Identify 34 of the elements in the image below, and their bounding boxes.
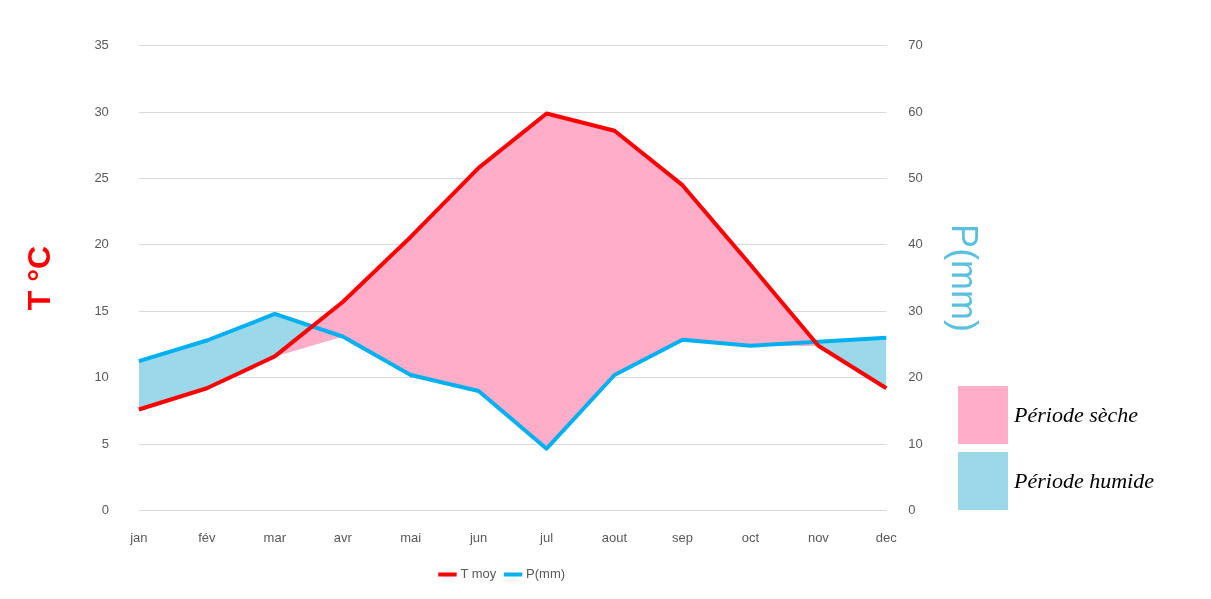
x-tick-label: dec — [875, 529, 898, 545]
x-tick-label: oct — [741, 529, 760, 545]
x-tick-label: mar — [263, 529, 287, 545]
y-tick-label: 0 — [101, 501, 109, 517]
text: Période humide — [1014, 468, 1154, 494]
x-tick-label: mai — [400, 529, 422, 545]
y-tick-label: 10 — [94, 369, 109, 385]
text: Période sèche — [1014, 402, 1138, 428]
x-tick-label: avr — [333, 529, 353, 545]
y-tick-label: 20 — [94, 236, 109, 252]
y-axis-title: T °C — [21, 245, 58, 311]
legend-label: T moy — [460, 566, 497, 582]
x-tick-label: jun — [468, 529, 488, 545]
y2-tick-label: 0 — [908, 501, 916, 517]
y-tick-label: 30 — [94, 103, 109, 119]
y-tick-label: 35 — [94, 37, 109, 53]
y2-axis-title: P(mm) — [944, 224, 986, 333]
y2-tick-label: 30 — [908, 302, 923, 318]
y2-tick-label: 20 — [908, 369, 923, 385]
x-tick-label: jul — [539, 529, 554, 545]
y2-tick-label: 60 — [908, 103, 923, 119]
y-tick-label: 5 — [101, 435, 109, 451]
x-tick-label: sep — [672, 529, 693, 545]
y2-tick-label: 70 — [908, 37, 923, 53]
x-tick-label: jan — [129, 529, 148, 545]
x-tick-label: nov — [807, 529, 830, 545]
y2-tick-label: 10 — [908, 435, 923, 451]
y2-tick-label: 50 — [908, 170, 923, 186]
x-tick-label: fév — [198, 529, 216, 545]
y-tick-label: 25 — [94, 170, 109, 186]
x-tick-label: aout — [601, 529, 628, 545]
y-tick-label: 15 — [94, 302, 109, 318]
legend-label: P(mm) — [526, 566, 566, 582]
y2-tick-label: 40 — [908, 236, 923, 252]
